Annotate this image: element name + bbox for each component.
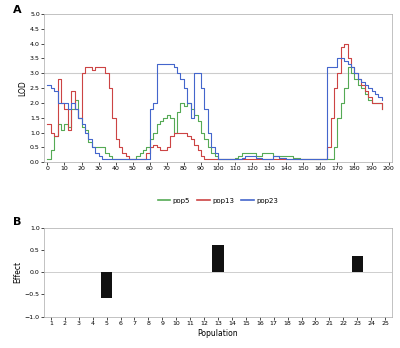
pop13 <box>151 142 156 147</box>
Bar <box>212 245 224 272</box>
Line: pop5: pop5 <box>48 68 382 159</box>
pop13 <box>137 157 142 161</box>
pop23 <box>379 98 384 102</box>
pop23 <box>100 157 104 161</box>
Text: B: B <box>13 217 21 227</box>
pop13 <box>216 157 220 161</box>
Line: pop23: pop23 <box>48 58 382 159</box>
pop5 <box>308 157 312 161</box>
pop5 <box>345 65 350 70</box>
pop13 <box>127 157 132 161</box>
Line: pop13: pop13 <box>48 44 382 159</box>
pop13 <box>45 122 50 126</box>
Legend: pop5, pop13, pop23: pop5, pop13, pop23 <box>155 195 281 206</box>
pop13 <box>226 157 231 161</box>
Text: A: A <box>13 5 21 15</box>
pop13 <box>311 157 316 161</box>
pop23 <box>335 56 340 61</box>
X-axis label: Population: Population <box>198 329 238 338</box>
pop23 <box>311 157 316 161</box>
pop23 <box>127 157 132 161</box>
pop23 <box>151 101 156 105</box>
pop23 <box>226 157 231 161</box>
pop13 <box>342 41 347 46</box>
pop5 <box>124 157 128 161</box>
pop23 <box>137 157 142 161</box>
pop13 <box>379 107 384 111</box>
pop23 <box>216 157 220 161</box>
pop5 <box>212 154 217 158</box>
pop23 <box>45 83 50 87</box>
Bar <box>101 272 112 298</box>
Bar <box>352 256 363 272</box>
pop5 <box>134 154 138 158</box>
pop5 <box>379 107 384 111</box>
pop13 <box>124 154 128 158</box>
Y-axis label: Effect: Effect <box>13 261 22 283</box>
pop5 <box>45 157 50 161</box>
Y-axis label: LOD: LOD <box>18 80 27 96</box>
pop5 <box>222 157 227 161</box>
pop5 <box>147 136 152 141</box>
